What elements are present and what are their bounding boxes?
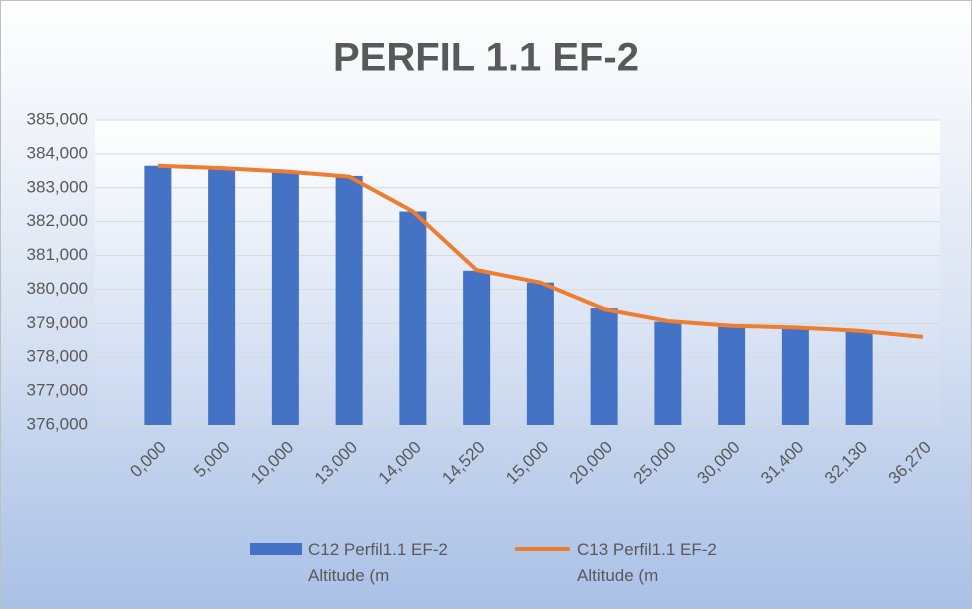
bar [781, 328, 809, 425]
chart-title: PERFIL 1.1 EF-2 [333, 36, 639, 80]
bar [718, 326, 746, 425]
bar [845, 330, 873, 425]
y-tick-label: 382,000 [27, 211, 88, 230]
y-tick-label: 380,000 [27, 279, 88, 298]
y-tick-label: 385,000 [27, 109, 88, 128]
bar [590, 308, 618, 425]
y-tick-label: 377,000 [27, 381, 88, 400]
y-tick-label: 376,000 [27, 414, 88, 433]
y-tick-label: 383,000 [27, 177, 88, 196]
bar [335, 175, 363, 425]
bar [271, 170, 299, 425]
bar [526, 282, 554, 425]
bar [208, 167, 236, 425]
legend-key [250, 543, 302, 555]
bar [463, 270, 491, 425]
y-tick-label: 384,000 [27, 143, 88, 162]
bar [144, 165, 172, 425]
legend-label: C13 Perfil1.1 EF-2 Altitude (m [577, 540, 717, 585]
y-tick-label: 381,000 [27, 245, 88, 264]
y-tick-label: 378,000 [27, 347, 88, 366]
y-tick-label: 379,000 [27, 313, 88, 332]
bar [399, 211, 427, 425]
bar [654, 321, 682, 425]
legend-label: C12 Perfil1.1 EF-2 Altitude (m [308, 540, 448, 585]
line [157, 163, 924, 339]
